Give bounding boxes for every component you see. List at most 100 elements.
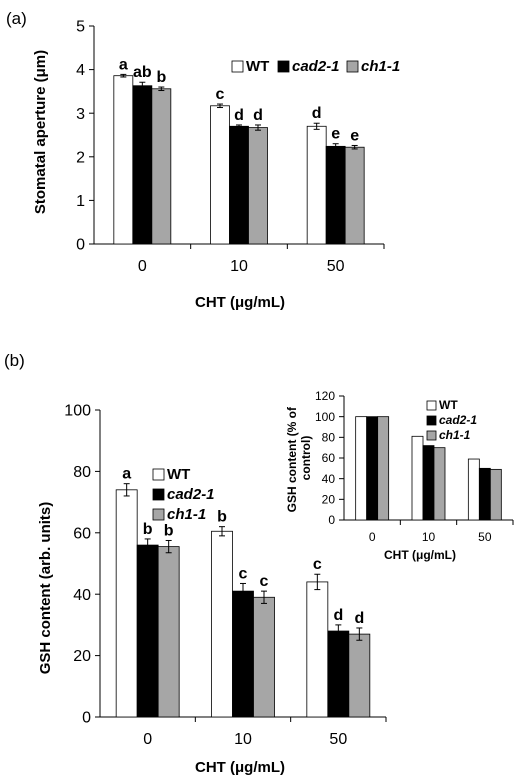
inset-ylabel-line2: control) — [299, 436, 313, 481]
bar — [232, 590, 254, 718]
significance-label: c — [239, 565, 248, 582]
x-tick-label: 10 — [230, 258, 248, 275]
significance-label: b — [217, 509, 227, 526]
significance-label: d — [312, 105, 322, 122]
bar — [211, 530, 233, 718]
legend-swatch — [152, 468, 165, 481]
significance-label: c — [260, 573, 269, 590]
significance-label: b — [156, 69, 166, 86]
bar — [132, 85, 153, 245]
significance-label: c — [216, 86, 225, 103]
legend-label: WT — [439, 398, 458, 412]
y-axis-title-b: GSH content (arb. units) — [37, 502, 54, 675]
bar — [344, 146, 365, 245]
bar — [433, 447, 446, 521]
legend-label: ch1-1 — [439, 428, 471, 442]
bar — [355, 416, 368, 521]
x-tick-label: 50 — [478, 530, 492, 544]
y-tick-label: 80 — [322, 431, 336, 445]
legend-swatch — [231, 60, 244, 73]
y-tick-label: 1 — [76, 193, 85, 210]
bar — [248, 127, 268, 245]
y-tick-label: 5 — [76, 19, 85, 36]
bar — [467, 458, 480, 521]
y-tick-label: 60 — [322, 451, 336, 465]
significance-label: b — [164, 522, 174, 539]
bar — [478, 467, 491, 521]
bar — [253, 596, 275, 718]
bar — [411, 435, 424, 521]
bar — [157, 546, 180, 718]
y-tick-label: 100 — [315, 410, 335, 424]
significance-label: a — [122, 466, 131, 483]
x-tick-label: 50 — [329, 731, 347, 748]
legend-label: WT — [246, 58, 269, 75]
legend-swatch — [426, 430, 437, 441]
x-axis-title-a: CHT (μg/mL) — [195, 294, 285, 311]
legend-label: ch1-1 — [167, 506, 206, 523]
significance-label: e — [350, 127, 359, 144]
significance-label: d — [354, 610, 364, 627]
legend-label: cad2-1 — [167, 486, 215, 503]
legend-swatch — [346, 60, 359, 73]
legend-swatch — [277, 60, 290, 73]
panel-label-b: (b) — [4, 351, 25, 370]
bar — [327, 630, 350, 718]
x-tick-label: 10 — [422, 530, 436, 544]
y-tick-label: 4 — [76, 62, 85, 79]
y-tick-label: 20 — [73, 648, 91, 665]
bar — [113, 75, 134, 245]
x-tick-label: 0 — [369, 530, 376, 544]
y-tick-label: 0 — [76, 237, 85, 254]
significance-label: d — [253, 107, 263, 124]
chart-panel-b: (b) GSH content (arb. units) CHT (μg/mL)… — [4, 351, 387, 776]
legend-swatch — [426, 415, 437, 426]
legend-label: cad2-1 — [292, 58, 340, 75]
bar — [422, 445, 435, 521]
x-tick-label: 0 — [143, 731, 152, 748]
significance-label: ab — [133, 64, 152, 81]
bar — [115, 489, 138, 718]
y-tick-label: 120 — [315, 389, 335, 403]
bar — [151, 88, 172, 245]
chart-panel-inset: GSH content (% of control) CHT (μg/mL) 0… — [285, 389, 514, 562]
x-tick-label: 10 — [234, 731, 252, 748]
significance-label: d — [333, 607, 343, 624]
x-tick-label: 50 — [327, 258, 345, 275]
x-axis-title-b: CHT (μg/mL) — [195, 759, 285, 776]
bar — [210, 105, 230, 245]
y-tick-label: 0 — [328, 513, 335, 527]
y-axis-title-inset: GSH content (% of control) — [285, 404, 313, 513]
y-tick-label: 80 — [73, 464, 91, 481]
significance-label: a — [119, 56, 128, 73]
y-tick-label: 0 — [82, 710, 91, 727]
legend-label: cad2-1 — [439, 413, 477, 427]
bar — [136, 544, 159, 718]
y-tick-label: 100 — [64, 403, 91, 420]
legend-swatch — [152, 488, 165, 501]
legend-label: WT — [167, 466, 190, 483]
significance-label: c — [313, 556, 322, 573]
bar — [377, 416, 390, 521]
y-tick-label: 60 — [73, 525, 91, 542]
y-tick-label: 3 — [76, 106, 85, 123]
y-tick-label: 40 — [73, 587, 91, 604]
legend-label: ch1-1 — [361, 58, 400, 75]
y-tick-label: 40 — [322, 472, 336, 486]
significance-label: d — [234, 107, 244, 124]
y-tick-label: 2 — [76, 149, 85, 166]
y-tick-label: 20 — [322, 493, 336, 507]
significance-label: b — [143, 521, 153, 538]
bar — [489, 468, 502, 521]
y-axis-title-a: Stomatal aperture (μm) — [32, 50, 49, 214]
bar — [366, 416, 379, 521]
chart-panel-a: (a) Stomatal aperture (μm) CHT (μg/mL) 0… — [6, 9, 400, 311]
legend-swatch — [426, 400, 437, 411]
x-tick-label: 0 — [138, 258, 147, 275]
x-axis-title-inset: CHT (μg/mL) — [384, 548, 456, 562]
significance-label: e — [331, 126, 340, 143]
bar — [325, 145, 346, 245]
panel-label-a: (a) — [6, 9, 27, 28]
bar — [348, 633, 371, 718]
